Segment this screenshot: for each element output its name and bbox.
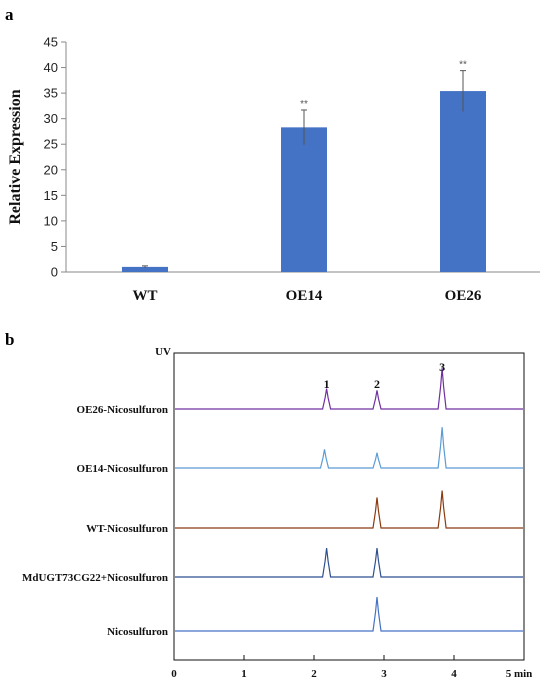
panel-a-letter: a	[5, 5, 14, 24]
category-labels: WT OE14 OE26	[132, 288, 481, 304]
trace-line	[175, 490, 523, 529]
y-axis-label: Relative Expression	[7, 89, 24, 224]
x-tick-label: 1	[241, 668, 247, 680]
y-ticks: 0 5 10 15 20 25 30 35 40 45	[44, 35, 66, 280]
y-tick-label: 30	[44, 111, 58, 126]
significance-marker: **	[300, 99, 308, 110]
x-tick-label: 4	[451, 668, 457, 680]
x-ticks: 0 1 2 3 4 5 min	[171, 655, 532, 680]
bars: ** **	[122, 60, 486, 272]
peak-number-label: 1	[324, 377, 330, 391]
trace-label: Nicosulfuron	[107, 626, 168, 638]
trace-label: OE26-Nicosulfuron	[77, 404, 168, 416]
y-tick-label: 45	[44, 35, 58, 50]
bar-chart: 0 5 10 15 20 25 30 35 40 45 ** ** WT OE14 OE26 Relat…	[7, 35, 540, 304]
plot-frame	[173, 352, 525, 661]
y-tick-label: 15	[44, 188, 58, 203]
trace-label: WT-Nicosulfuron	[86, 523, 168, 535]
peak-number-label: 2	[374, 377, 380, 391]
traces: OE26-Nicosulfuron OE14-Nicosulfuron WT-Nic…	[22, 368, 523, 638]
x-tick-label: 3	[381, 668, 387, 680]
trace-label: OE14-Nicosulfuron	[77, 463, 168, 475]
trace-line	[175, 368, 523, 410]
trace-label: MdUGT73CG22+Nicosulfuron	[22, 572, 168, 584]
category-label: OE26	[445, 288, 482, 304]
chromatogram: UV OE26-Nicosulfuron OE14-Nicosulfuron WT-…	[22, 346, 532, 680]
peak-labels: 1 2 3	[324, 360, 446, 391]
trace-line	[175, 427, 523, 469]
bar	[281, 127, 327, 272]
panel-b-letter: b	[5, 330, 14, 349]
y-tick-label: 20	[44, 162, 58, 177]
x-tick-label: 0	[171, 668, 177, 680]
x-tick-label: 5 min	[506, 668, 533, 680]
y-tick-label: 35	[44, 86, 58, 101]
y-tick-label: 5	[51, 239, 58, 254]
category-label: WT	[132, 288, 157, 304]
y-tick-label: 40	[44, 60, 58, 75]
category-label: OE14	[286, 288, 323, 304]
bar	[440, 91, 486, 272]
y-tick-label: 0	[51, 265, 58, 280]
significance-marker: **	[459, 60, 467, 71]
peak-number-label: 3	[439, 360, 445, 374]
trace-line	[175, 596, 523, 632]
y-tick-label: 10	[44, 213, 58, 228]
uv-axis-label: UV	[155, 346, 171, 358]
y-tick-label: 25	[44, 137, 58, 152]
bar	[122, 266, 168, 272]
trace-line	[175, 548, 523, 578]
x-tick-label: 2	[311, 668, 317, 680]
